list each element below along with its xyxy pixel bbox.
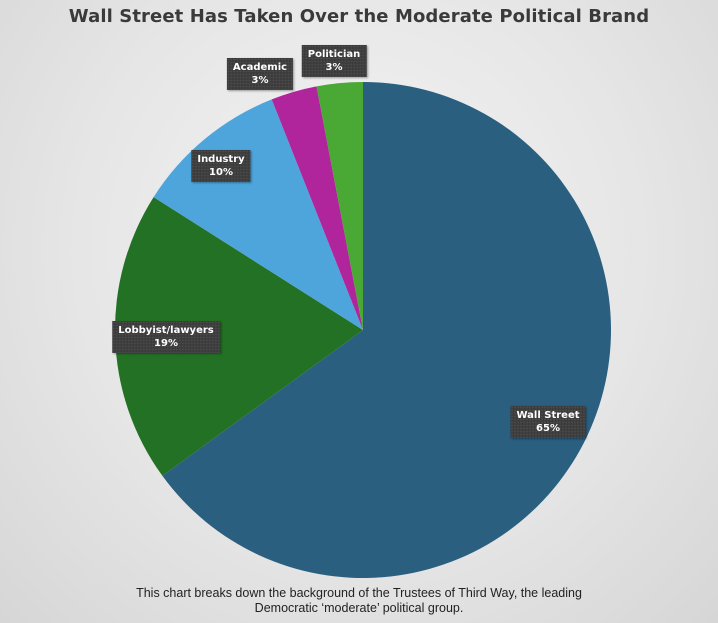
data-label-industry: Industry 10% <box>191 150 251 182</box>
data-label-name: Lobbyist/lawyers <box>118 325 214 336</box>
data-label-name: Academic <box>232 62 288 73</box>
data-label-name: Wall Street <box>516 410 580 421</box>
data-label-value: 3% <box>325 62 343 73</box>
data-label-value: 10% <box>209 167 233 178</box>
chart-footnote-line-2: Democratic ‘moderate’ political group. <box>254 601 464 615</box>
data-label-lobbyist-lawyers: Lobbyist/lawyers 19% <box>112 321 220 353</box>
data-label-value: 65% <box>536 423 560 434</box>
chart-footnote-line-1: This chart breaks down the background of… <box>136 586 582 600</box>
data-label-wall-street: Wall Street 65% <box>510 406 586 438</box>
pie-slice-academic <box>271 86 363 330</box>
data-label-politician: Politician 3% <box>301 45 367 77</box>
pie-slice-wall-street <box>162 82 611 579</box>
data-label-value: 3% <box>251 75 269 86</box>
pie-slice-lobbyist-lawyers <box>114 197 363 476</box>
data-label-name: Politician <box>307 49 361 60</box>
pie-slice-politician <box>316 82 363 330</box>
data-label-name: Industry <box>197 154 245 165</box>
chart-title: Wall Street Has Taken Over the Moderate … <box>68 6 650 27</box>
data-label-academic: Academic 3% <box>226 58 294 90</box>
data-label-value: 19% <box>154 338 178 349</box>
